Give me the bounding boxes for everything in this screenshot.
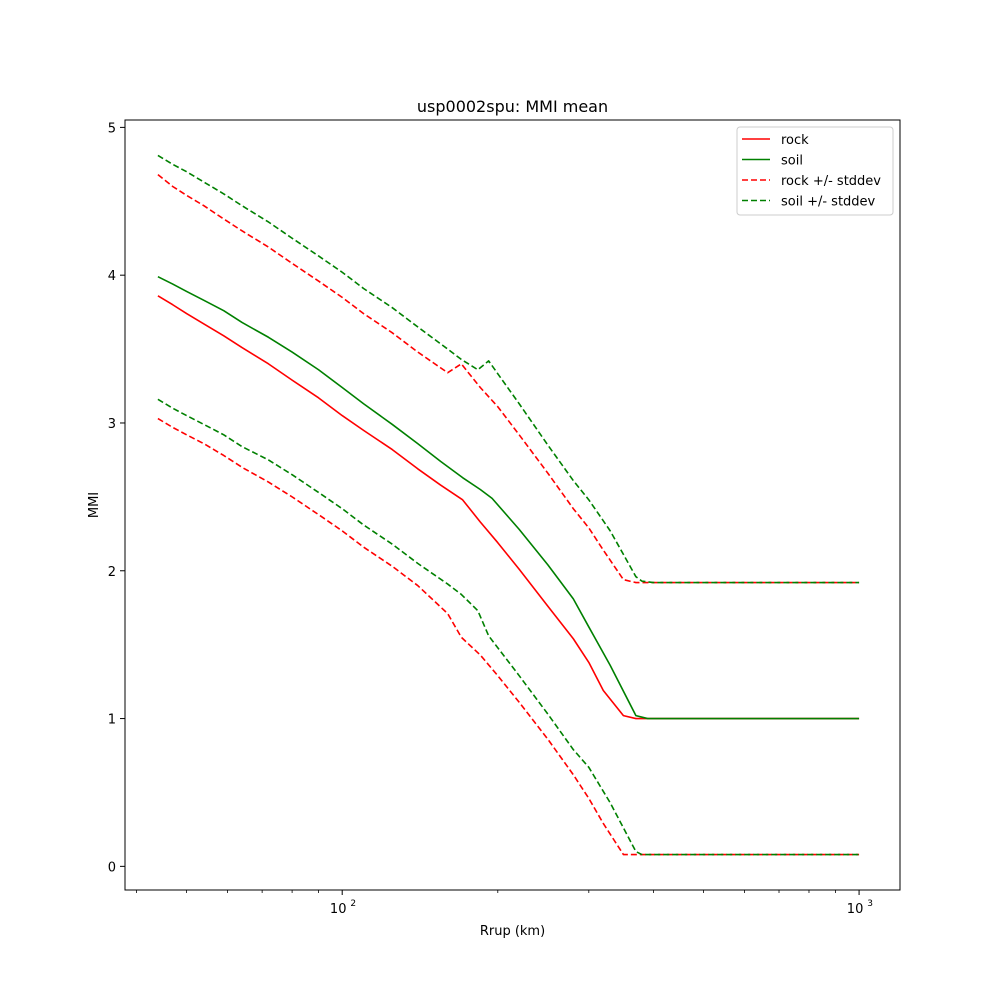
series-line-2 — [157, 174, 860, 584]
legend: rock soil rock +/- stddev soil +/- stddev — [736, 126, 894, 216]
legend-label: rock +/- stddev — [781, 174, 881, 189]
y-tick-label: 4 — [108, 269, 116, 284]
y-tick-label: 5 — [108, 121, 116, 136]
x-axis-title: Rrup (km) — [480, 924, 545, 939]
series-line-3 — [157, 417, 860, 856]
y-tick-label: 1 — [108, 713, 116, 728]
x-tick-label: 10 — [330, 902, 347, 917]
series-line-0 — [157, 295, 860, 720]
plot-frame — [124, 119, 901, 891]
x-tick-label: 10 — [847, 902, 864, 917]
plot-area — [157, 154, 860, 856]
series-line-5 — [157, 398, 860, 856]
y-tick-label: 0 — [108, 860, 116, 875]
y-tick-label: 2 — [108, 565, 116, 580]
legend-box — [736, 126, 894, 216]
y-axis: 0 1 2 3 4 5 — [108, 121, 125, 875]
x-tick-label-exponent: 3 — [867, 899, 873, 909]
series-line-4 — [157, 154, 860, 584]
legend-label: soil — [781, 154, 803, 169]
chart-title: usp0002spu: MMI mean — [417, 97, 608, 116]
y-tick-label: 3 — [108, 417, 116, 432]
y-axis-title: MMI — [87, 492, 102, 518]
legend-label: rock — [781, 133, 809, 148]
x-axis: 10 2 10 3 — [136, 890, 873, 917]
x-tick-label-exponent: 2 — [350, 899, 356, 909]
legend-label: soil +/- stddev — [781, 195, 876, 210]
series-line-1 — [157, 275, 860, 720]
